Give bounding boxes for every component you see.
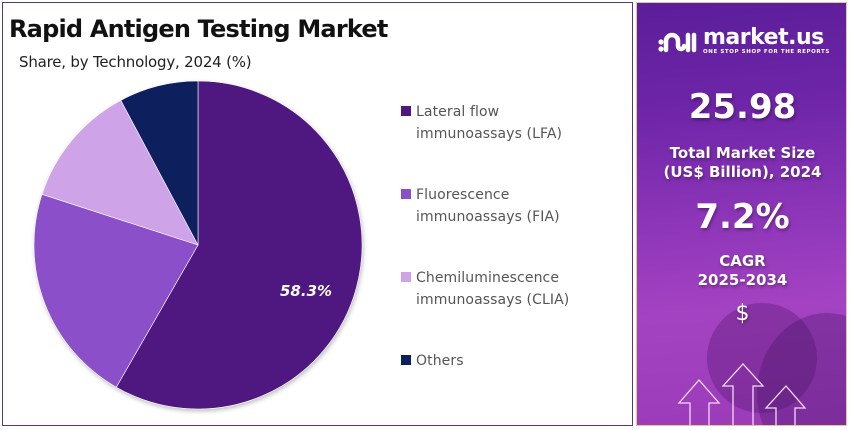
pie-slice-clia (41, 99, 199, 246)
legend-label: Lateral flow (416, 104, 500, 120)
legend-label: immunoassays (FIA) (416, 209, 560, 225)
legend-item-others: Others (401, 350, 464, 372)
market-size-label: Total Market Size (669, 144, 816, 162)
legend-label: Others (416, 353, 464, 369)
dollar-icon: $ (735, 301, 750, 326)
cagr-label: CAGR (719, 252, 766, 270)
chart-title: Rapid Antigen Testing Market (9, 15, 388, 43)
background-decoration (707, 303, 817, 413)
legend-item-clia: Chemiluminescence immunoassays (CLIA) (401, 267, 569, 311)
pie-svg (33, 80, 363, 410)
brand-name: market.us (703, 25, 824, 50)
legend-swatch-others (401, 355, 411, 365)
growth-arrows-icon (677, 363, 807, 425)
market-us-logo-icon (658, 32, 697, 53)
legend-swatch-clia (401, 272, 411, 282)
pie-slice-fia (33, 193, 199, 388)
legend-item-fia: Fluorescence immunoassays (FIA) (401, 184, 560, 228)
brand-logo: market.us ONE STOP SHOP FOR THE REPORTS (657, 27, 830, 55)
pie-slice-others (120, 80, 199, 246)
legend-swatch-fia (401, 189, 411, 199)
cagr-period: 2025-2034 (697, 271, 788, 289)
chart-subtitle: Share, by Technology, 2024 (%) (19, 53, 252, 71)
cagr-value: 7.2% (695, 197, 790, 237)
legend-swatch-lfa (401, 106, 411, 116)
chart-panel: Rapid Antigen Testing Market Share, by T… (2, 2, 633, 426)
legend-label: immunoassays (CLIA) (416, 292, 570, 308)
legend-label: immunoassays (LFA) (416, 126, 563, 142)
pie-data-label-lfa: 58.3% (280, 282, 333, 300)
pie-slice-lfa (115, 80, 363, 410)
pie-chart (29, 79, 369, 419)
brand-tagline: ONE STOP SHOP FOR THE REPORTS (703, 49, 830, 55)
summary-panel: market.us ONE STOP SHOP FOR THE REPORTS … (636, 2, 847, 426)
legend-label: Chemiluminescence (416, 270, 560, 286)
market-size-value: 25.98 (688, 87, 797, 127)
legend-label: Fluorescence (416, 187, 510, 203)
market-size-label: (US$ Billion), 2024 (663, 163, 822, 181)
legend-item-lfa: Lateral flow immunoassays (LFA) (401, 101, 562, 145)
